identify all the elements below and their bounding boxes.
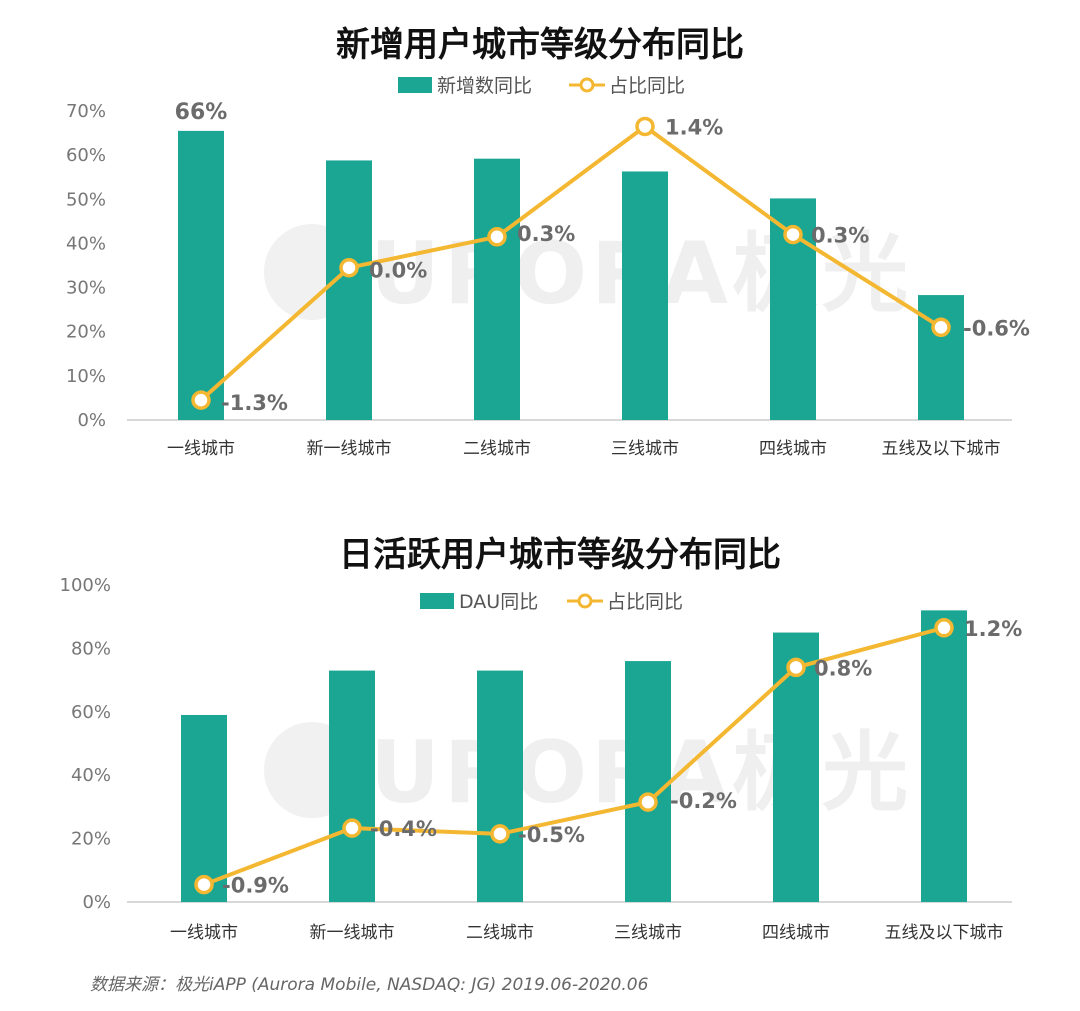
- line-data-label: -0.9%: [222, 874, 289, 898]
- legend-line-marker: [577, 593, 593, 609]
- y-tick-label: 20%: [71, 829, 111, 850]
- x-axis-categories: 一线城市 新一线城市 二线城市 三线城市 四线城市 五线及以下城市: [170, 923, 1004, 943]
- y-tick-label: 30%: [66, 278, 106, 299]
- line-data-label: 1.2%: [964, 617, 1022, 641]
- bars: 66%: [175, 100, 964, 420]
- y-tick-label: 80%: [71, 638, 111, 659]
- bar: [773, 632, 819, 902]
- y-tick-label: 0%: [77, 410, 106, 431]
- bar: [326, 160, 372, 420]
- y-axis-ticks: 0% 10% 20% 30% 40% 50% 60% 70%: [66, 101, 106, 431]
- x-category-label: 三线城市: [614, 923, 682, 943]
- x-category-label: 三线城市: [611, 439, 679, 459]
- line-point: [635, 116, 655, 137]
- line-data-label: 1.4%: [665, 115, 723, 139]
- bar: [181, 714, 227, 902]
- line-series: -1.3% 0.0% 0.3% 1.4% 0.3% -0.6%: [191, 115, 1030, 415]
- bar: [329, 670, 375, 902]
- bars: [181, 610, 967, 902]
- line-data-label: 0.3%: [517, 222, 575, 246]
- line-point: [786, 657, 806, 678]
- y-tick-label: 40%: [66, 233, 106, 254]
- y-tick-label: 10%: [66, 366, 106, 387]
- y-tick-label: 100%: [60, 575, 111, 596]
- line-point: [490, 824, 510, 844]
- line-path: [199, 124, 943, 402]
- line-data-label: -1.3%: [221, 391, 288, 415]
- legend-bar-label: DAU同比: [459, 591, 538, 613]
- line-data-label: -0.2%: [670, 789, 737, 813]
- data-source-note: 数据来源：极光iAPP (Aurora Mobile, NASDAQ: JG) …: [90, 975, 649, 995]
- line-data-label: -0.4%: [370, 817, 437, 841]
- chart-new-users: 新增用户城市等级分布同比 新增数同比 占比同比 0% 10% 20% 30% 40% 50…: [66, 25, 1030, 459]
- line-point: [339, 257, 359, 278]
- line-point: [934, 618, 954, 638]
- bar: [625, 661, 671, 902]
- y-tick-label: 0%: [82, 892, 111, 913]
- line-path: [203, 625, 945, 887]
- x-category-label: 五线及以下城市: [885, 923, 1004, 943]
- legend-line-label: 占比同比: [607, 591, 683, 613]
- line-point: [487, 227, 507, 247]
- line-point: [194, 874, 214, 895]
- x-category-label: 新一线城市: [307, 439, 392, 459]
- line-point: [342, 818, 362, 838]
- y-tick-label: 70%: [66, 101, 106, 122]
- x-axis-categories: 一线城市 新一线城市 二线城市 三线城市 四线城市 五线及以下城市: [167, 439, 1001, 459]
- chart-dau: 日活跃用户城市等级分布同比 DAU同比 占比同比 0% 20% 40% 60% 80% 1…: [60, 535, 1023, 943]
- y-tick-label: 50%: [66, 189, 106, 210]
- y-tick-label: 60%: [71, 702, 111, 723]
- line-series: -0.9% -0.4% -0.5% -0.2% 0.8% 1.2%: [194, 617, 1022, 898]
- x-category-label: 一线城市: [167, 439, 235, 459]
- chart-title: 新增用户城市等级分布同比: [336, 25, 744, 65]
- legend: DAU同比 占比同比: [420, 591, 683, 613]
- x-category-label: 二线城市: [466, 923, 534, 943]
- x-category-label: 四线城市: [759, 439, 827, 459]
- x-category-label: 一线城市: [170, 923, 238, 943]
- y-axis-ticks: 0% 20% 40% 60% 80% 100%: [60, 575, 111, 913]
- line-data-label: 0.3%: [811, 224, 869, 248]
- legend-line-label: 占比同比: [609, 75, 685, 97]
- line-point: [783, 224, 803, 245]
- bar: [918, 295, 964, 420]
- chart-title: 日活跃用户城市等级分布同比: [339, 535, 781, 575]
- bar: [474, 158, 520, 420]
- line-point: [931, 317, 951, 338]
- line-data-label: 0.0%: [369, 259, 427, 283]
- x-category-label: 五线及以下城市: [882, 439, 1001, 459]
- line-point: [638, 792, 658, 812]
- x-category-label: 新一线城市: [310, 923, 395, 943]
- bar: [622, 171, 668, 420]
- bar-data-label: 66%: [175, 100, 228, 125]
- x-category-label: 二线城市: [463, 439, 531, 459]
- y-tick-label: 40%: [71, 765, 111, 786]
- bar: [178, 130, 224, 420]
- line-data-label: -0.5%: [518, 823, 585, 847]
- legend: 新增数同比 占比同比: [398, 75, 685, 97]
- line-data-label: 0.8%: [814, 656, 872, 680]
- y-tick-label: 60%: [66, 145, 106, 166]
- line-point: [191, 390, 211, 410]
- legend-bar-label: 新增数同比: [437, 75, 532, 97]
- bar: [477, 670, 523, 902]
- legend-bar-swatch: [398, 77, 432, 93]
- line-data-label: -0.6%: [963, 316, 1030, 340]
- y-tick-label: 20%: [66, 322, 106, 343]
- legend-bar-swatch: [420, 593, 454, 609]
- x-category-label: 四线城市: [762, 923, 830, 943]
- bar: [921, 610, 967, 902]
- legend-line-marker: [579, 77, 595, 93]
